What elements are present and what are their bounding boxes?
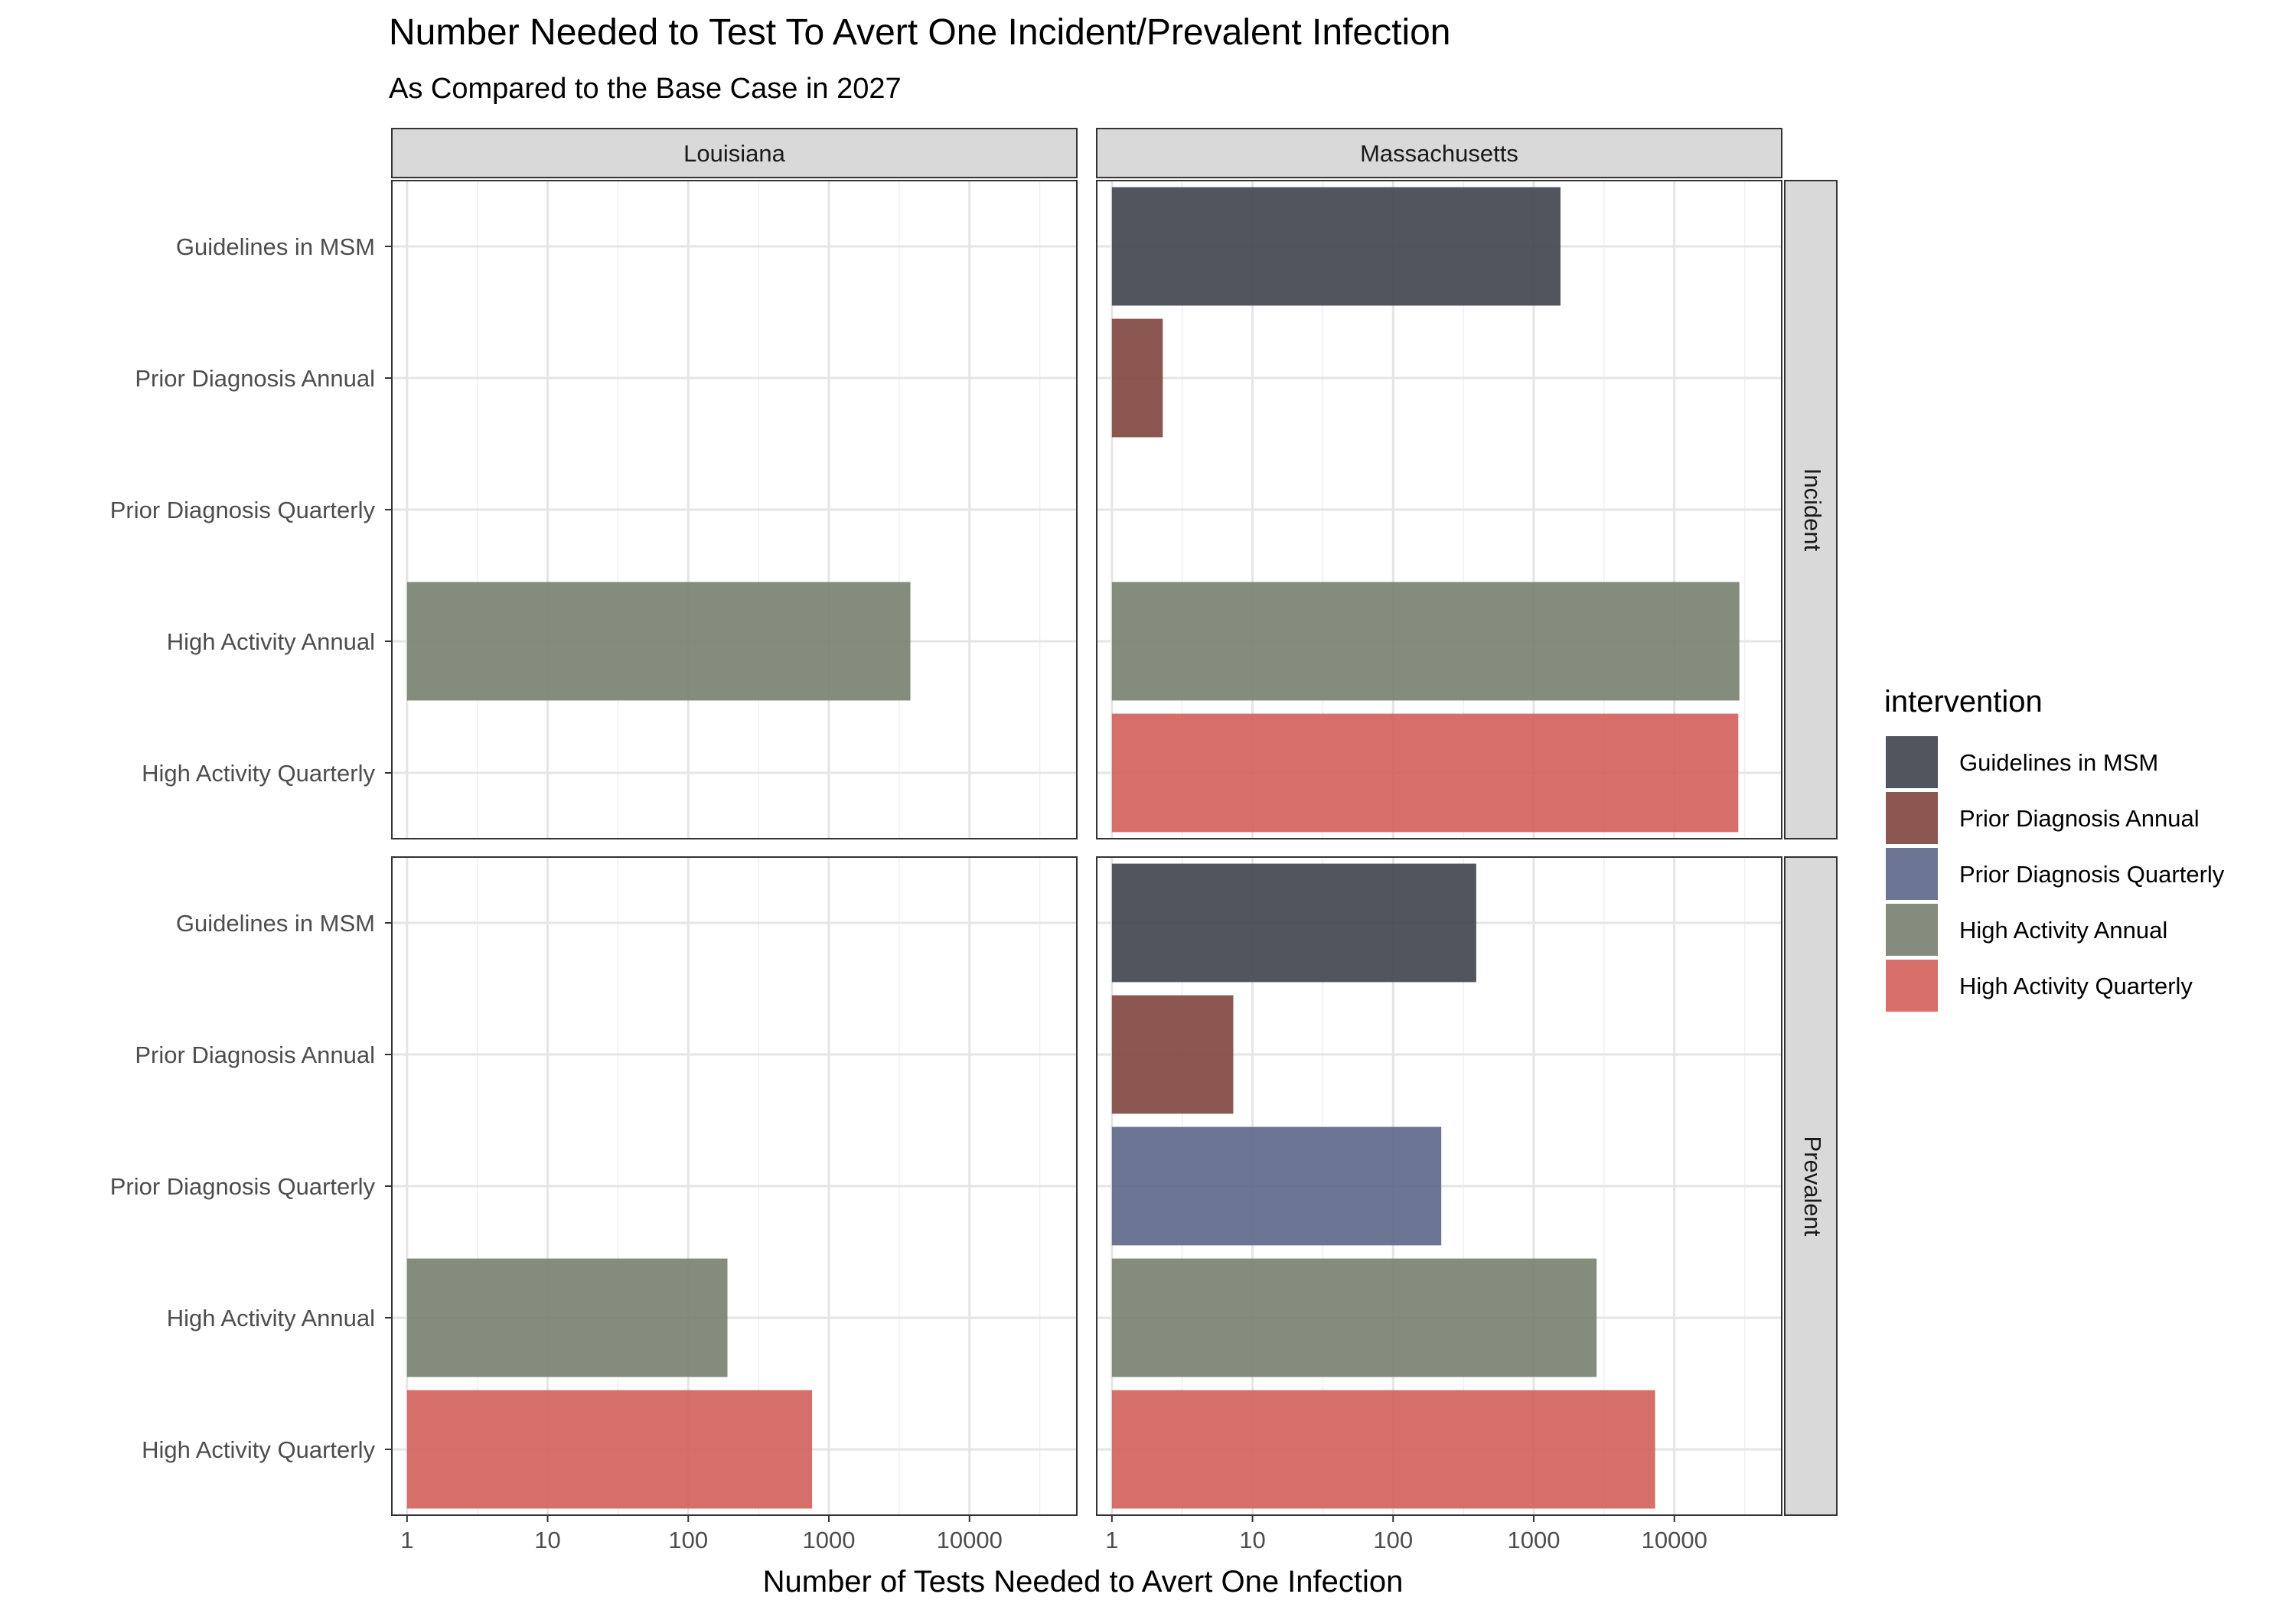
bar-prior-diagnosis-annual: [1111, 995, 1234, 1114]
y-tick-label: High Activity Quarterly: [142, 760, 375, 787]
x-tick-label: 10: [534, 1527, 560, 1553]
legend-label-prior-diagnosis-quarterly: Prior Diagnosis Quarterly: [1959, 861, 2225, 888]
plot-area: Louisiana Massachusetts Incident Prevalent G…: [110, 128, 1838, 1553]
strip-label-massachusetts: Massachusetts: [1360, 140, 1518, 167]
bar-prior-diagnosis-quarterly: [1111, 1126, 1442, 1246]
bar-guidelines-in-msm: [1111, 863, 1476, 983]
y-tick-label: High Activity Quarterly: [142, 1436, 375, 1463]
panel-louisiana-incident: [391, 180, 1078, 839]
legend-key-guidelines-in-msm: [1886, 736, 1938, 788]
panel-massachusetts-incident: [1096, 180, 1782, 839]
y-tick-label: Prior Diagnosis Annual: [135, 1041, 375, 1068]
strip-label-incident: Incident: [1799, 468, 1826, 552]
x-tick-label: 10000: [1642, 1527, 1707, 1553]
bar-high-activity-annual: [406, 582, 911, 701]
legend-label-high-activity-annual: High Activity Annual: [1959, 917, 2167, 944]
bar-high-activity-annual: [1111, 1258, 1597, 1377]
strip-prevalent: [1784, 856, 1838, 1516]
strip-incident: [1784, 180, 1838, 839]
panel-massachusetts-prevalent: [1096, 856, 1782, 1516]
legend-key-prior-diagnosis-annual: [1886, 792, 1938, 844]
legend-key-high-activity-quarterly: [1886, 960, 1938, 1012]
bar-high-activity-annual: [1111, 582, 1740, 701]
panel-louisiana-prevalent: [391, 856, 1078, 1516]
y-tick-label: High Activity Annual: [167, 1305, 375, 1332]
x-tick-label: 1000: [1508, 1527, 1561, 1553]
panel-border: [1096, 180, 1782, 839]
strip-massachusetts: [1096, 128, 1782, 178]
y-tick-label: High Activity Annual: [167, 628, 375, 655]
x-axis-title: Number of Tests Needed to Avert One Infe…: [763, 1565, 1404, 1599]
strip-label-louisiana: Louisiana: [683, 140, 785, 167]
y-tick-label: Prior Diagnosis Quarterly: [110, 1173, 376, 1200]
chart-title: Number Needed to Test To Avert One Incid…: [389, 12, 1451, 53]
legend-label-high-activity-quarterly: High Activity Quarterly: [1959, 973, 2193, 999]
y-tick-label: Guidelines in MSM: [176, 910, 375, 937]
x-tick-label: 1: [400, 1527, 413, 1553]
y-tick-label: Prior Diagnosis Annual: [135, 365, 375, 392]
y-tick-label: Prior Diagnosis Quarterly: [110, 497, 376, 523]
strip-label-prevalent: Prevalent: [1799, 1136, 1826, 1237]
x-tick-label: 1000: [803, 1527, 856, 1553]
x-tick-label: 1: [1105, 1527, 1118, 1553]
bar-high-activity-quarterly: [1111, 713, 1739, 833]
panel-border: [1096, 856, 1782, 1516]
bar-prior-diagnosis-annual: [1111, 318, 1163, 438]
strip-louisiana: [391, 128, 1078, 178]
chart-subtitle: As Compared to the Base Case in 2027: [389, 73, 902, 105]
bar-high-activity-quarterly: [1111, 1390, 1655, 1509]
legend-key-high-activity-annual: [1886, 904, 1938, 956]
y-tick-label: Guidelines in MSM: [176, 233, 375, 260]
x-tick-label: 100: [668, 1527, 708, 1553]
bar-guidelines-in-msm: [1111, 187, 1561, 306]
x-tick-label: 100: [1373, 1527, 1413, 1553]
x-tick-label: 10: [1239, 1527, 1265, 1553]
x-tick-label: 10000: [937, 1527, 1003, 1553]
bar-high-activity-quarterly: [406, 1390, 813, 1509]
bar-high-activity-annual: [406, 1258, 728, 1377]
legend-title: intervention: [1884, 685, 2043, 719]
legend-key-prior-diagnosis-quarterly: [1886, 848, 1938, 900]
legend-label-prior-diagnosis-annual: Prior Diagnosis Annual: [1959, 805, 2200, 832]
legend-label-guidelines-in-msm: Guidelines in MSM: [1959, 749, 2158, 776]
legend: intervention Guidelines in MSM Prior Diag…: [1884, 685, 2225, 1012]
